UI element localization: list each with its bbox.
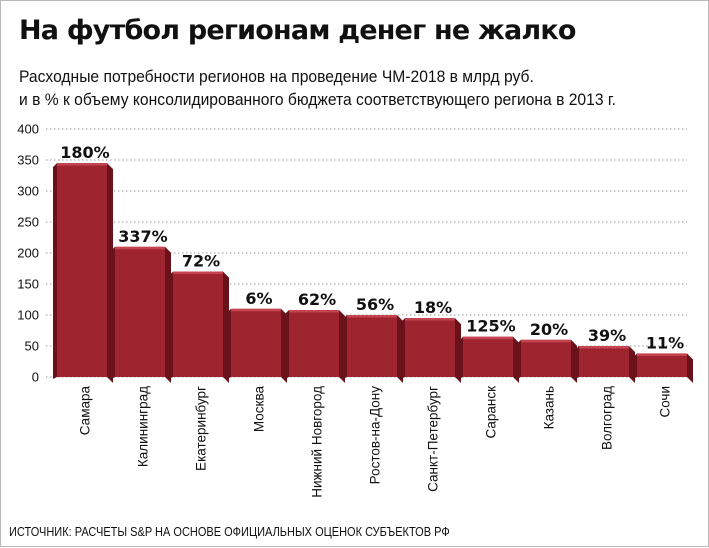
bar-left-bevel — [517, 339, 521, 379]
bar — [405, 318, 455, 377]
category-label: Ростов-на-Дону — [368, 386, 383, 485]
category-label: Москва — [252, 386, 267, 433]
bar-side-face — [687, 353, 693, 383]
subtitle-line-1: Расходные потребности регионов на провед… — [19, 67, 534, 86]
data-label: 6% — [245, 289, 272, 308]
bar-left-bevel — [459, 336, 463, 379]
data-label: 125% — [466, 317, 515, 336]
category-label: Екатеринбург — [194, 386, 209, 471]
y-tick-label: 350 — [17, 153, 39, 168]
y-tick-label: 200 — [17, 246, 39, 261]
source-note: ИСТОЧНИК: РАСЧЕТЫ S&P НА ОСНОВЕ ОФИЦИАЛЬ… — [9, 525, 450, 539]
bar-left-bevel — [343, 315, 347, 379]
data-label: 72% — [182, 252, 220, 271]
category-label: Волгоград — [600, 386, 615, 450]
y-tick-label: 50 — [25, 339, 39, 354]
bar-top-face — [637, 353, 687, 356]
data-label: 39% — [588, 326, 626, 345]
bar-top-face — [57, 163, 107, 166]
chart-title: На футбол регионам денег не жалко — [19, 15, 576, 46]
chart-subtitle: Расходные потребности регионов на провед… — [19, 65, 616, 111]
data-label: 56% — [356, 295, 394, 314]
y-tick-label: 150 — [17, 277, 39, 292]
y-tick-label: 250 — [17, 215, 39, 230]
y-tick-label: 400 — [17, 122, 39, 137]
bar-top-face — [115, 246, 165, 250]
bar — [347, 315, 397, 377]
bar-top-face — [405, 318, 455, 321]
bar — [521, 339, 571, 377]
data-label: 20% — [530, 320, 568, 339]
bar-top-face — [579, 346, 629, 349]
category-label: Санкт-Петербург — [426, 386, 441, 492]
bar-top-face — [289, 310, 339, 313]
category-label: Саранск — [484, 386, 499, 439]
category-label: Сочи — [658, 386, 673, 418]
bar-left-bevel — [227, 308, 231, 379]
bar — [289, 310, 339, 377]
bar — [463, 336, 513, 377]
bar-left-bevel — [401, 318, 405, 379]
bar — [637, 353, 687, 377]
data-label: 18% — [414, 298, 452, 317]
category-label: Самара — [78, 386, 93, 436]
bar-left-bevel — [111, 246, 115, 379]
category-label: Калининград — [136, 386, 151, 467]
subtitle-line-2: и в % к объему консолидированного бюджет… — [19, 90, 617, 109]
data-label: 11% — [646, 333, 684, 352]
y-tick-label: 0 — [32, 370, 39, 385]
bar — [579, 346, 629, 377]
bar — [57, 163, 107, 377]
bar-left-bevel — [169, 271, 173, 379]
bar-left-bevel — [285, 310, 289, 379]
bar-top-face — [173, 271, 223, 275]
bar-left-bevel — [575, 346, 579, 379]
bar-top-face — [347, 315, 397, 318]
bar-left-bevel — [53, 163, 57, 379]
bar-top-face — [231, 308, 281, 312]
bar — [173, 271, 223, 377]
category-label: Казань — [542, 386, 557, 429]
bar-top-face — [463, 336, 513, 340]
bar — [231, 308, 281, 377]
y-tick-label: 300 — [17, 184, 39, 199]
bar-top-face — [521, 339, 571, 343]
bar-left-bevel — [633, 353, 637, 379]
data-label: 62% — [298, 290, 336, 309]
bar — [115, 246, 165, 377]
data-label: 337% — [118, 227, 167, 246]
y-tick-label: 100 — [17, 308, 39, 323]
category-label: Нижний Новгород — [310, 386, 325, 498]
data-label: 180% — [60, 143, 109, 162]
